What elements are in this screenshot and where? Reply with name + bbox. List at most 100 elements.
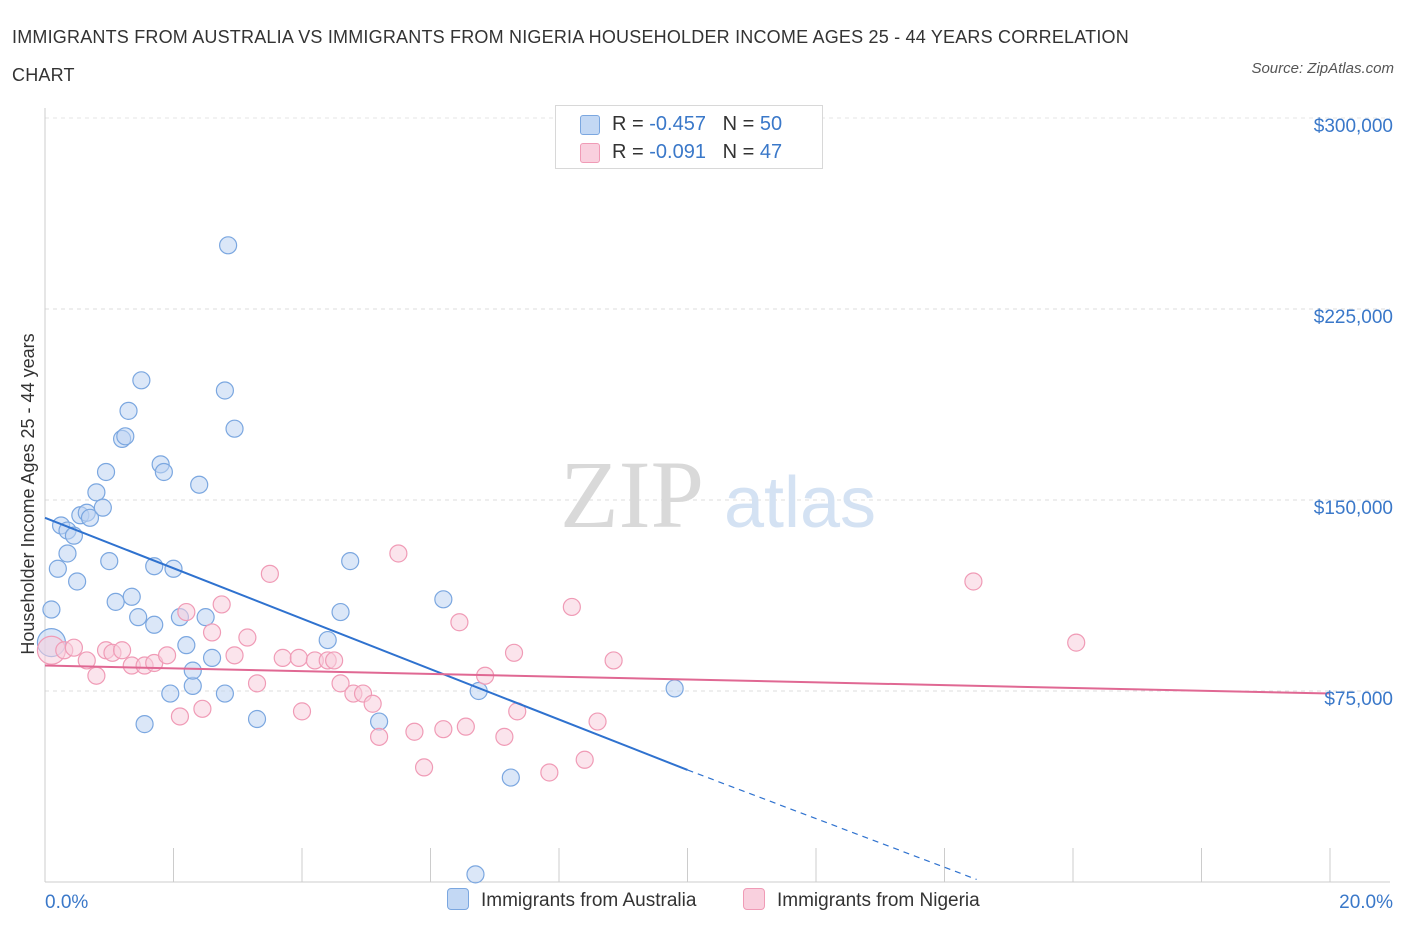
point-australia — [135, 715, 154, 734]
point-australia — [96, 462, 116, 482]
point-australia — [93, 498, 112, 517]
point-nigeria — [170, 707, 190, 726]
y-tick-label: $225,000 — [1314, 307, 1393, 328]
legend-swatch-nigeria — [580, 143, 600, 163]
point-nigeria — [247, 674, 267, 693]
legend-label-australia: Immigrants from Australia — [481, 890, 697, 911]
point-nigeria — [112, 641, 132, 660]
point-nigeria — [202, 623, 222, 642]
point-nigeria — [389, 544, 408, 563]
point-australia — [42, 600, 61, 619]
point-australia — [434, 590, 453, 609]
legend-swatch-australia — [447, 888, 469, 910]
y-tick-label: $300,000 — [1314, 116, 1393, 137]
point-australia — [331, 602, 350, 622]
point-australia — [154, 462, 173, 482]
point-australia — [196, 608, 215, 627]
point-australia — [100, 552, 119, 571]
legend-swatch-nigeria — [743, 888, 765, 910]
point-nigeria — [604, 651, 623, 670]
point-australia — [177, 636, 196, 655]
point-australia — [116, 427, 135, 446]
legend-n-label: N = — [722, 113, 755, 135]
point-nigeria — [562, 597, 581, 617]
point-nigeria — [331, 674, 350, 693]
watermark-atlas: atlas — [724, 463, 876, 543]
point-australia — [219, 236, 238, 255]
point-australia — [68, 572, 87, 591]
point-australia — [215, 684, 234, 703]
axes — [44, 108, 1390, 883]
trend-line-nigeria — [44, 664, 1331, 695]
point-australia — [190, 475, 209, 494]
point-nigeria — [157, 646, 177, 665]
point-nigeria — [588, 712, 607, 731]
watermark-zip: ZIP — [560, 441, 704, 548]
point-australia — [183, 676, 202, 696]
point-australia — [119, 401, 138, 420]
trend-lines — [44, 516, 1331, 881]
legend-r-value: -0.091 — [649, 141, 706, 163]
legend-item-nigeria: Immigrants from Nigeria — [743, 888, 980, 912]
point-nigeria — [405, 722, 424, 741]
legend-n-value: 50 — [759, 113, 783, 135]
point-australia — [202, 648, 222, 667]
point-nigeria — [177, 602, 196, 622]
point-nigeria — [64, 638, 84, 657]
point-australia — [341, 552, 360, 571]
point-australia — [318, 630, 337, 650]
point-nigeria — [414, 758, 434, 777]
trend-line-australia — [44, 516, 688, 771]
legend-label-nigeria: Immigrants from Nigeria — [777, 890, 980, 911]
point-nigeria — [964, 572, 983, 591]
point-australia — [87, 483, 106, 502]
point-nigeria — [87, 666, 106, 685]
point-australia — [122, 587, 141, 606]
point-nigeria — [575, 750, 594, 769]
legend-n-value: 47 — [759, 141, 783, 163]
chart-title: IMMIGRANTS FROM AUSTRALIA VS IMMIGRANTS … — [12, 27, 1129, 85]
x-tick-label: 20.0% — [1339, 892, 1393, 913]
point-nigeria — [450, 613, 469, 632]
chart-source: Source: ZipAtlas.com — [1251, 60, 1394, 77]
point-nigeria — [225, 646, 244, 665]
watermark: ZIP atlas — [560, 441, 876, 548]
point-nigeria — [504, 643, 524, 662]
point-nigeria — [1067, 633, 1086, 652]
y-axis-label: Householder Income Ages 25 - 44 years — [18, 333, 38, 654]
point-australia — [225, 419, 244, 438]
point-nigeria — [325, 651, 344, 670]
point-australia — [80, 508, 100, 527]
series-australia-points — [36, 236, 684, 884]
point-nigeria — [370, 727, 389, 746]
point-australia — [106, 592, 125, 611]
point-australia — [183, 661, 202, 680]
y-tick-label: $150,000 — [1314, 498, 1393, 519]
series-nigeria-points — [36, 544, 1086, 782]
gridlines — [45, 117, 1390, 692]
point-australia — [129, 608, 148, 627]
point-nigeria — [273, 648, 292, 667]
point-nigeria — [289, 648, 308, 667]
point-nigeria — [260, 564, 279, 583]
point-australia — [132, 371, 151, 390]
point-nigeria — [456, 717, 475, 736]
legend-r-value: -0.457 — [649, 113, 706, 135]
legend-r-label: R = — [612, 141, 644, 163]
point-australia — [466, 865, 485, 884]
point-australia — [501, 768, 520, 787]
point-australia — [161, 684, 180, 703]
point-nigeria — [495, 727, 514, 746]
point-nigeria — [363, 694, 382, 713]
point-nigeria — [238, 628, 257, 647]
legend-swatch-australia — [580, 115, 600, 135]
point-nigeria — [292, 702, 312, 721]
point-australia — [48, 559, 67, 578]
x-tick-label: 0.0% — [45, 892, 88, 913]
point-australia — [58, 544, 77, 563]
point-australia — [145, 615, 164, 634]
point-nigeria — [212, 595, 231, 614]
legend-item-australia: Immigrants from Australia — [447, 888, 696, 912]
point-australia — [215, 381, 234, 400]
tick-labels: $75,000 $150,000 $225,000 $300,000 0.0% 20.0% — [45, 116, 1393, 913]
